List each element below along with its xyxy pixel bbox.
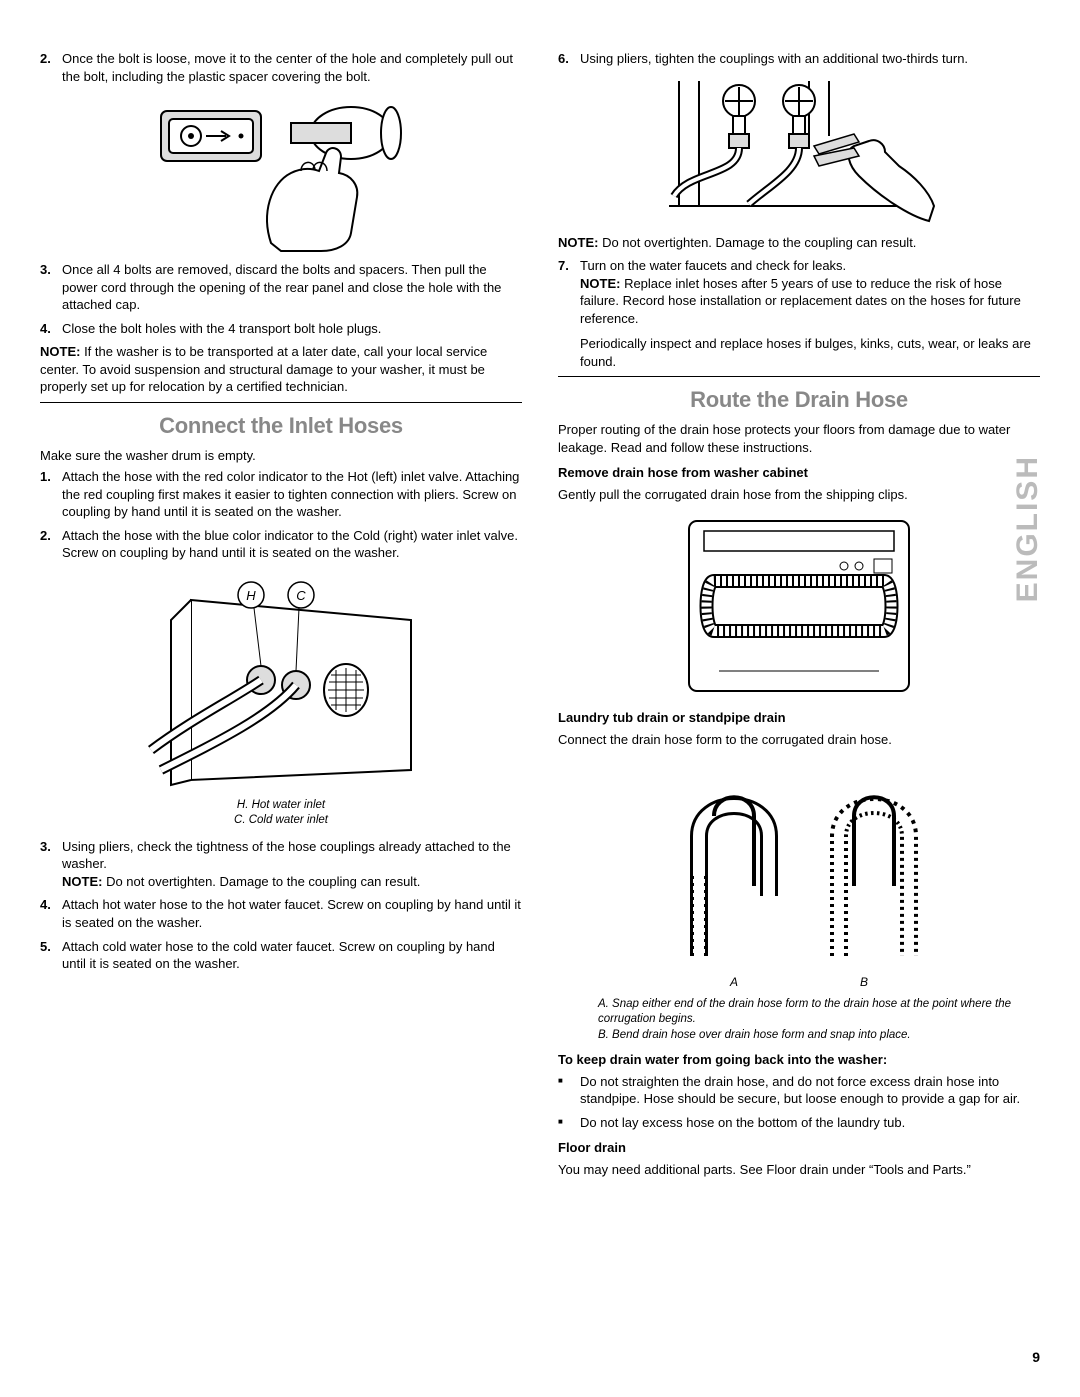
inlet-step-4-text: Attach hot water hose to the hot water f… — [62, 896, 522, 931]
bullet-2: Do not lay excess hose on the bottom of … — [558, 1114, 1040, 1132]
inlet-step-1: 1. Attach the hose with the red color in… — [40, 468, 522, 521]
sub-remove-hose-text: Gently pull the corrugated drain hose fr… — [558, 486, 1040, 504]
inlet-step-6: 6. Using pliers, tighten the couplings w… — [558, 50, 1040, 68]
inlet-step-7-note: Replace inlet hoses after 5 years of use… — [580, 276, 1021, 326]
right-column: 6. Using pliers, tighten the couplings w… — [550, 50, 1040, 1178]
step-2: 2. Once the bolt is loose, move it to th… — [40, 50, 522, 85]
sub-laundry-tub: Laundry tub drain or standpipe drain — [558, 709, 1040, 727]
sec2-intro: Proper routing of the drain hose protect… — [558, 421, 1040, 456]
note-transport-text: If the washer is to be transported at a … — [40, 344, 487, 394]
left-column: 2. Once the bolt is loose, move it to th… — [40, 50, 530, 1178]
bullet-1: Do not straighten the drain hose, and do… — [558, 1073, 1040, 1108]
callout-c: C — [296, 588, 306, 603]
sub-floor-drain: Floor drain — [558, 1139, 1040, 1157]
section-rule — [40, 402, 522, 403]
figure-inlet-hoses: H C — [40, 570, 522, 790]
note-overtighten: NOTE: Do not overtighten. Damage to the … — [558, 234, 1040, 252]
fig-drain-caption: A. Snap either end of the drain hose for… — [598, 997, 1040, 1044]
section-rule — [558, 376, 1040, 377]
bullet-1-text: Do not straighten the drain hose, and do… — [580, 1073, 1040, 1108]
inlet-step-7b: Periodically inspect and replace hoses i… — [580, 336, 1031, 369]
inlet-step-2: 2. Attach the hose with the blue color i… — [40, 527, 522, 562]
sub-laundry-tub-text: Connect the drain hose form to the corru… — [558, 731, 1040, 749]
inlet-step-6-text: Using pliers, tighten the couplings with… — [580, 50, 1040, 68]
section-route-drain: Route the Drain Hose — [558, 385, 1040, 415]
inlet-step-3-note: Do not overtighten. Damage to the coupli… — [102, 874, 420, 889]
step-2-text: Once the bolt is loose, move it to the c… — [62, 50, 522, 85]
step-3-text: Once all 4 bolts are removed, discard th… — [62, 261, 522, 314]
figure-washer-back — [558, 511, 1040, 701]
step-3: 3. Once all 4 bolts are removed, discard… — [40, 261, 522, 314]
inlet-step-5: 5. Attach cold water hose to the cold wa… — [40, 938, 522, 973]
language-tab: ENGLISH — [1008, 455, 1049, 602]
bullet-2-text: Do not lay excess hose on the bottom of … — [580, 1114, 905, 1132]
sec1-intro: Make sure the washer drum is empty. — [40, 447, 522, 465]
note-label: NOTE: — [62, 874, 102, 889]
sub-keep-water: To keep drain water from going back into… — [558, 1051, 1040, 1069]
callout-h: H — [246, 588, 256, 603]
figure-drain-forms — [558, 756, 1040, 966]
sub-floor-drain-text: You may need additional parts. See Floor… — [558, 1161, 1040, 1179]
note-transport: NOTE: If the washer is to be transported… — [40, 343, 522, 396]
step-4: 4. Close the bolt holes with the 4 trans… — [40, 320, 522, 338]
page-number: 9 — [1032, 1348, 1040, 1367]
note-label: NOTE: — [40, 344, 80, 359]
note-label: NOTE: — [558, 235, 598, 250]
inlet-step-2-text: Attach the hose with the blue color indi… — [62, 527, 522, 562]
inlet-step-1-text: Attach the hose with the red color indic… — [62, 468, 522, 521]
inlet-step-3-text: Using pliers, check the tightness of the… — [62, 839, 511, 872]
note-overtighten-text: Do not overtighten. Damage to the coupli… — [598, 235, 916, 250]
label-a: A — [730, 974, 738, 990]
inlet-step-7a: Turn on the water faucets and check for … — [580, 258, 846, 273]
label-b: B — [860, 974, 868, 990]
figure-faucets — [558, 76, 1040, 226]
inlet-step-4: 4. Attach hot water hose to the hot wate… — [40, 896, 522, 931]
sub-remove-hose: Remove drain hose from washer cabinet — [558, 464, 1040, 482]
fig-inlet-caption: H. Hot water inlet C. Cold water inlet — [40, 798, 522, 828]
ab-labels: A B — [669, 974, 929, 990]
figure-bolt-removal — [40, 93, 522, 253]
step-4-text: Close the bolt holes with the 4 transpor… — [62, 320, 522, 338]
inlet-step-3: 3. Using pliers, check the tightness of … — [40, 838, 522, 891]
note-label: NOTE: — [580, 276, 620, 291]
section-connect-inlet: Connect the Inlet Hoses — [40, 411, 522, 441]
inlet-step-5-text: Attach cold water hose to the cold water… — [62, 938, 522, 973]
inlet-step-7: 7. Turn on the water faucets and check f… — [558, 257, 1040, 370]
